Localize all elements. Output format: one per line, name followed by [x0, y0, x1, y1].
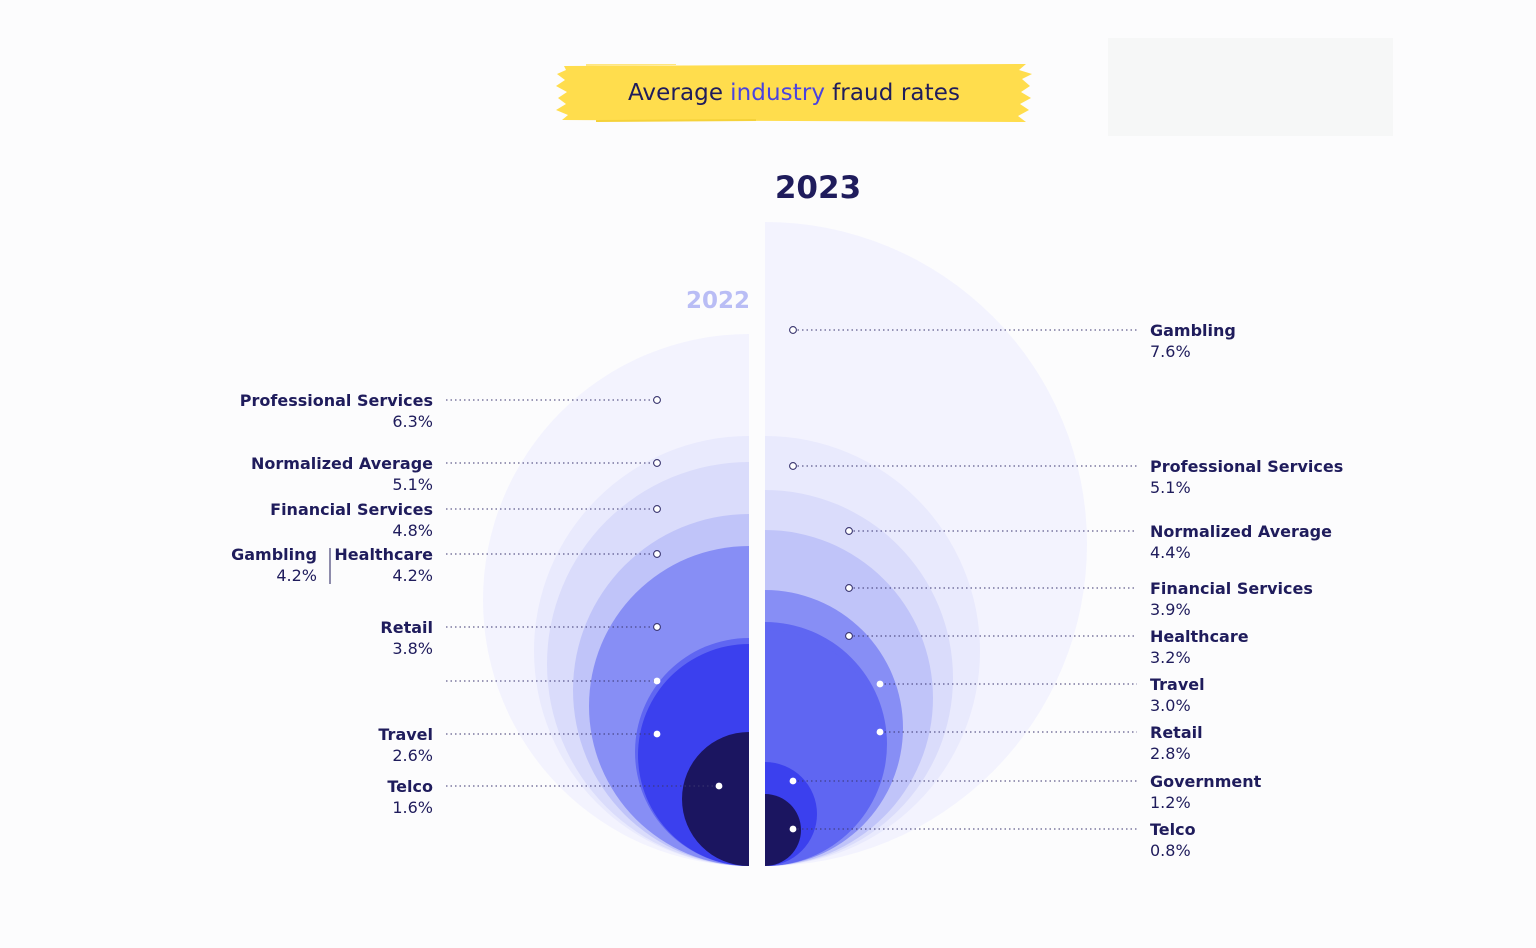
- category-label: Normalized Average: [251, 454, 433, 473]
- value-label: 4.8%: [392, 521, 433, 540]
- year-2023-heading: 2023: [774, 170, 862, 206]
- category-label: Travel: [1150, 675, 1205, 694]
- label-telco: Telco 0.8%: [1150, 820, 1196, 860]
- value-label: 3.0%: [1150, 696, 1191, 715]
- title-before: Average: [627, 80, 724, 106]
- data-point: [876, 680, 884, 688]
- data-point: [653, 550, 661, 558]
- label-financial-services: Financial Services 4.8%: [270, 500, 433, 540]
- bubble-2023: [765, 794, 801, 866]
- category-label: Retail: [1150, 723, 1203, 742]
- year-2022-heading: 2022: [685, 288, 750, 314]
- category-label: Healthcare: [1150, 627, 1249, 646]
- data-point: [789, 326, 797, 334]
- value-label: 5.1%: [392, 475, 433, 494]
- chart-title: Average industry fraud rates: [556, 64, 1032, 122]
- label-gambling: Gambling 7.6%: [1150, 321, 1236, 361]
- category-label: Financial Services: [1150, 579, 1313, 598]
- category-label: Financial Services: [270, 500, 433, 519]
- value-label: 5.1%: [1150, 478, 1191, 497]
- blank-panel: [1108, 38, 1393, 136]
- category-label: Telco: [1150, 820, 1196, 839]
- value-label: 1.6%: [392, 798, 433, 817]
- label-healthcare: Healthcare 3.2%: [1150, 627, 1249, 667]
- data-point: [845, 584, 853, 592]
- data-point: [789, 777, 797, 785]
- data-point: [653, 396, 661, 404]
- data-point: [653, 730, 661, 738]
- label-gambling: Gambling 4.2%: [231, 545, 317, 585]
- category-label: Professional Services: [240, 391, 433, 410]
- data-point: [845, 527, 853, 535]
- bubble-2022: [682, 732, 749, 866]
- title-after: fraud rates: [832, 80, 961, 106]
- category-label: Retail: [380, 618, 433, 637]
- value-label: 0.8%: [1150, 841, 1191, 860]
- value-label: 1.2%: [1150, 793, 1191, 812]
- data-point: [789, 462, 797, 470]
- label-retail: Retail 2.8%: [1150, 723, 1203, 763]
- labels-2022: Professional Services 6.3% Normalized Aver…: [231, 391, 723, 817]
- label-travel: Travel 2.6%: [378, 725, 433, 765]
- data-point: [653, 677, 661, 685]
- label-healthcare: Healthcare 4.2%: [334, 545, 433, 585]
- label-financial-services: Financial Services 3.9%: [1150, 579, 1313, 619]
- label-telco: Telco 1.6%: [387, 777, 433, 817]
- title-banner: Average industry fraud rates: [556, 64, 1032, 122]
- value-label: 2.6%: [392, 746, 433, 765]
- data-point: [653, 505, 661, 513]
- data-point: [876, 728, 884, 736]
- category-label: Healthcare: [334, 545, 433, 564]
- labels-2023: Gambling 7.6% Professional Services 5.1% Nor…: [789, 321, 1343, 860]
- title-accent: industry: [730, 80, 826, 106]
- value-label: 4.4%: [1150, 543, 1191, 562]
- panel-2023-bubbles: [765, 222, 1087, 866]
- label-government: Government 1.2%: [1150, 772, 1262, 812]
- label-retail: Retail 3.8%: [380, 618, 433, 658]
- category-label: Gambling: [231, 545, 317, 564]
- label-normalized-average: Normalized Average 4.4%: [1150, 522, 1332, 562]
- brush-stroke: [556, 64, 1032, 122]
- data-point: [845, 632, 853, 640]
- value-label: 4.2%: [276, 566, 317, 585]
- value-label: 3.8%: [392, 639, 433, 658]
- data-point: [653, 623, 661, 631]
- category-label: Normalized Average: [1150, 522, 1332, 541]
- value-label: 6.3%: [392, 412, 433, 431]
- category-label: Travel: [378, 725, 433, 744]
- panel-2022-bubbles: [483, 334, 749, 866]
- data-point: [715, 782, 723, 790]
- label-professional-services: Professional Services 5.1%: [1150, 457, 1343, 497]
- data-point: [789, 825, 797, 833]
- value-label: 7.6%: [1150, 342, 1191, 361]
- value-label: 2.8%: [1150, 744, 1191, 763]
- category-label: Government: [1150, 772, 1262, 791]
- data-point: [653, 459, 661, 467]
- value-label: 3.2%: [1150, 648, 1191, 667]
- value-label: 4.2%: [392, 566, 433, 585]
- category-label: Gambling: [1150, 321, 1236, 340]
- label-professional-services: Professional Services 6.3%: [240, 391, 433, 431]
- category-label: Professional Services: [1150, 457, 1343, 476]
- label-travel: Travel 3.0%: [1150, 675, 1205, 715]
- category-label: Telco: [387, 777, 433, 796]
- value-label: 3.9%: [1150, 600, 1191, 619]
- label-normalized-average: Normalized Average 5.1%: [251, 454, 433, 494]
